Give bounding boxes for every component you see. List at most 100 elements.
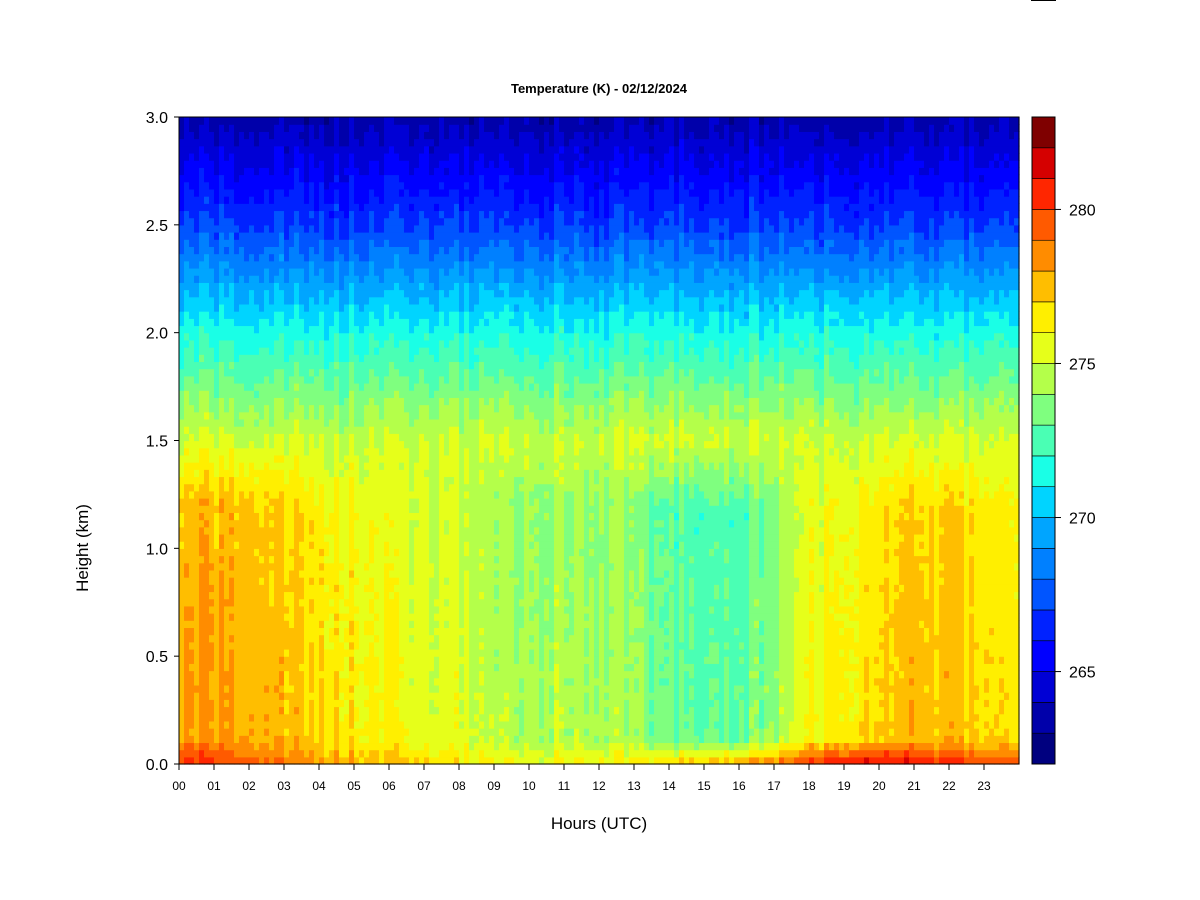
heatmap-cell bbox=[339, 210, 345, 219]
heatmap-cell bbox=[284, 418, 290, 427]
heatmap-cell bbox=[364, 490, 370, 499]
heatmap-cell bbox=[339, 591, 345, 600]
heatmap-cell bbox=[339, 382, 345, 391]
heatmap-cell bbox=[294, 152, 300, 161]
heatmap-cell bbox=[259, 167, 265, 176]
heatmap-cell bbox=[184, 656, 190, 664]
heatmap-cell bbox=[199, 117, 205, 125]
heatmap-cell bbox=[204, 404, 210, 413]
heatmap-cell bbox=[244, 476, 250, 485]
heatmap-cell bbox=[394, 512, 400, 521]
heatmap-cell bbox=[199, 505, 205, 513]
heatmap-cell bbox=[329, 620, 335, 629]
heatmap-cell bbox=[184, 634, 190, 643]
heatmap-cell bbox=[299, 577, 305, 585]
heatmap-cell bbox=[389, 138, 395, 147]
heatmap-cell bbox=[404, 541, 410, 549]
heatmap-cell bbox=[309, 476, 315, 485]
heatmap-cell bbox=[204, 152, 210, 161]
heatmap-cell bbox=[424, 354, 430, 363]
heatmap-cell bbox=[184, 462, 190, 470]
heatmap-cell bbox=[359, 232, 365, 240]
heatmap-cell bbox=[429, 131, 435, 140]
heatmap-cell bbox=[284, 203, 290, 212]
heatmap-cell bbox=[244, 188, 250, 197]
heatmap-cell bbox=[264, 303, 270, 312]
heatmap-cell bbox=[189, 749, 195, 758]
heatmap-cell bbox=[259, 347, 265, 355]
heatmap-cell bbox=[274, 735, 280, 744]
heatmap-cell bbox=[279, 541, 285, 549]
heatmap-cell bbox=[404, 613, 410, 621]
heatmap-cell bbox=[419, 526, 425, 535]
heatmap-cell bbox=[179, 253, 185, 262]
heatmap-cell bbox=[429, 462, 435, 470]
heatmap-cell bbox=[399, 699, 405, 708]
heatmap-cell bbox=[274, 411, 280, 420]
heatmap-cell bbox=[414, 152, 420, 161]
heatmap-cell bbox=[219, 569, 225, 578]
heatmap-cell bbox=[369, 152, 375, 161]
heatmap-cell bbox=[394, 332, 400, 341]
heatmap-cell bbox=[299, 332, 305, 341]
heatmap-cell bbox=[249, 591, 255, 600]
heatmap-cell bbox=[374, 605, 380, 614]
heatmap-cell bbox=[434, 670, 440, 679]
heatmap-cell bbox=[204, 742, 210, 751]
heatmap-cell bbox=[424, 490, 430, 499]
heatmap-cell bbox=[319, 627, 325, 636]
heatmap-cell bbox=[189, 382, 195, 391]
heatmap-cell bbox=[179, 361, 185, 370]
heatmap-cell bbox=[279, 354, 285, 363]
heatmap-cell bbox=[214, 332, 220, 341]
heatmap-cell bbox=[434, 490, 440, 499]
heatmap-cell bbox=[424, 303, 430, 312]
heatmap-cell bbox=[309, 253, 315, 262]
heatmap-cell bbox=[404, 246, 410, 255]
heatmap-cell bbox=[204, 648, 210, 657]
heatmap-cell bbox=[414, 260, 420, 269]
heatmap-cell bbox=[244, 325, 250, 334]
heatmap-cell bbox=[184, 275, 190, 283]
heatmap-cell bbox=[299, 124, 305, 132]
heatmap-cell bbox=[324, 117, 330, 125]
heatmap-cell bbox=[279, 512, 285, 521]
heatmap-cell bbox=[189, 656, 195, 664]
heatmap-cell bbox=[239, 720, 245, 729]
heatmap-cell bbox=[229, 253, 235, 262]
heatmap-cell bbox=[439, 648, 445, 657]
heatmap-cell bbox=[224, 447, 230, 456]
heatmap-cell bbox=[259, 469, 265, 478]
heatmap-cell bbox=[229, 131, 235, 140]
heatmap-cell bbox=[339, 160, 345, 168]
heatmap-cell bbox=[404, 735, 410, 744]
heatmap-cell bbox=[354, 152, 360, 161]
heatmap-cell bbox=[379, 756, 385, 765]
heatmap-cell bbox=[264, 756, 270, 765]
heatmap-cell bbox=[354, 476, 360, 485]
heatmap-cell bbox=[359, 749, 365, 758]
heatmap-cell bbox=[404, 512, 410, 521]
heatmap-cell bbox=[354, 684, 360, 693]
heatmap-cell bbox=[409, 375, 415, 384]
heatmap-cell bbox=[409, 426, 415, 434]
heatmap-cell bbox=[399, 677, 405, 686]
heatmap-cell bbox=[454, 476, 460, 485]
heatmap-cell bbox=[249, 117, 255, 125]
heatmap-cell bbox=[219, 562, 225, 571]
heatmap-cell bbox=[449, 426, 455, 434]
heatmap-cell bbox=[289, 555, 295, 564]
heatmap-cell bbox=[409, 742, 415, 751]
heatmap-cell bbox=[184, 117, 190, 125]
heatmap-cell bbox=[239, 533, 245, 542]
heatmap-cell bbox=[349, 454, 355, 463]
heatmap-cell bbox=[284, 181, 290, 190]
heatmap-cell bbox=[419, 462, 425, 470]
heatmap-cell bbox=[324, 591, 330, 600]
heatmap-cell bbox=[274, 160, 280, 168]
heatmap-cell bbox=[194, 699, 200, 708]
heatmap-cell bbox=[184, 548, 190, 557]
heatmap-cell bbox=[399, 196, 405, 204]
heatmap-cell bbox=[319, 670, 325, 679]
heatmap-cell bbox=[424, 332, 430, 341]
